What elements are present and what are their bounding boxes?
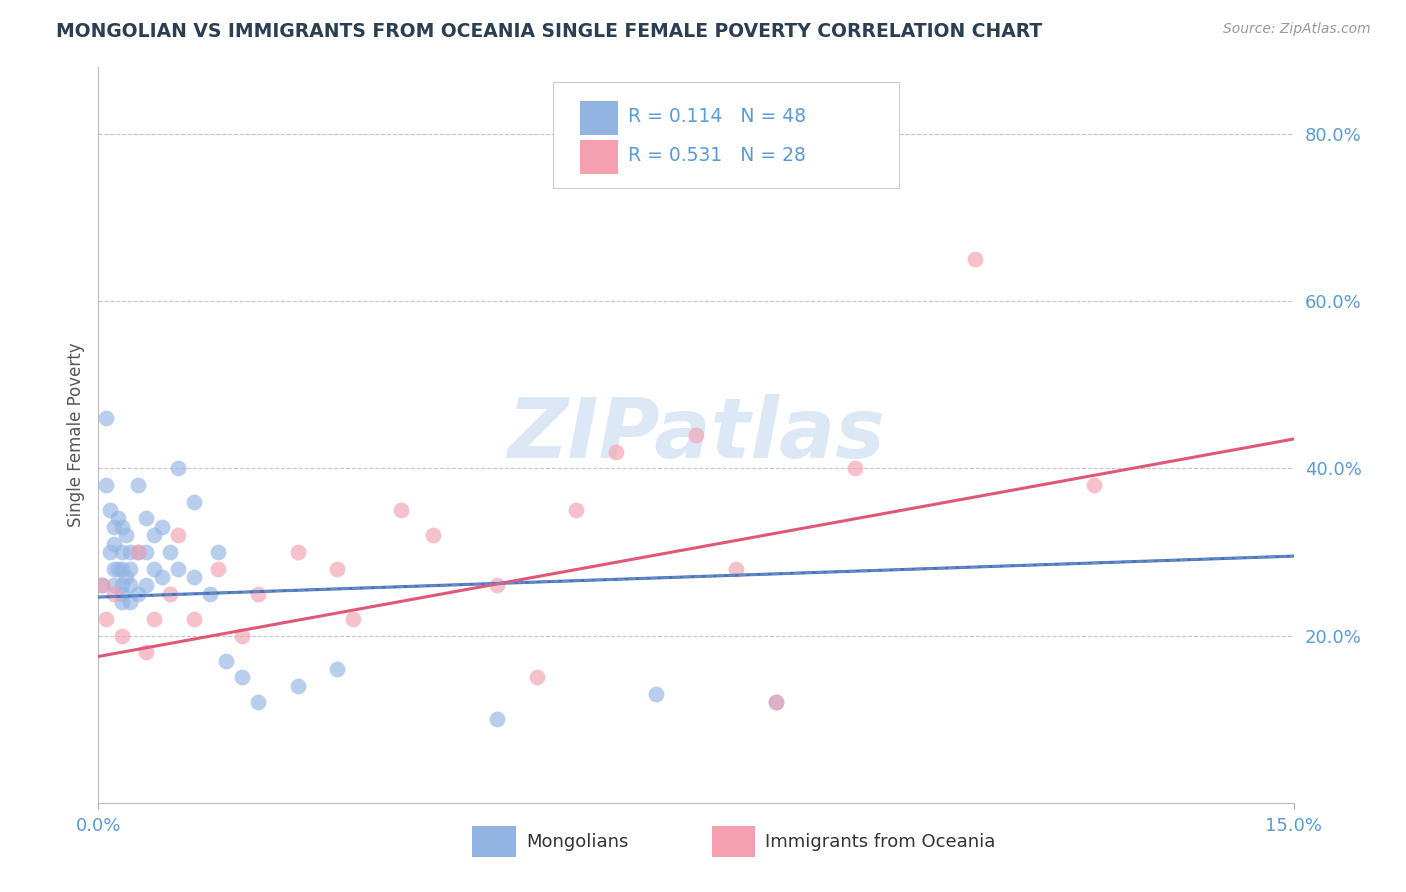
Text: ZIPatlas: ZIPatlas	[508, 394, 884, 475]
Text: MONGOLIAN VS IMMIGRANTS FROM OCEANIA SINGLE FEMALE POVERTY CORRELATION CHART: MONGOLIAN VS IMMIGRANTS FROM OCEANIA SIN…	[56, 22, 1042, 41]
Point	[342, 612, 364, 626]
Point	[96, 478, 118, 492]
Point	[287, 679, 309, 693]
Point	[96, 612, 118, 626]
FancyBboxPatch shape	[472, 826, 516, 857]
Text: Source: ZipAtlas.com: Source: ZipAtlas.com	[1223, 22, 1371, 37]
Text: R = 0.531   N = 28: R = 0.531 N = 28	[628, 146, 806, 165]
Point	[485, 578, 508, 592]
Point	[207, 545, 229, 559]
Point	[215, 654, 238, 668]
Point	[91, 578, 114, 592]
Point	[183, 612, 205, 626]
Point	[111, 587, 134, 601]
Point	[565, 503, 588, 517]
Point	[765, 696, 787, 710]
Point	[127, 545, 149, 559]
Point	[98, 545, 122, 559]
Point	[111, 595, 134, 609]
Point	[231, 628, 253, 642]
Point	[115, 570, 138, 584]
Point	[120, 595, 142, 609]
Text: Immigrants from Oceania: Immigrants from Oceania	[765, 833, 995, 851]
Point	[422, 528, 444, 542]
FancyBboxPatch shape	[711, 826, 755, 857]
Y-axis label: Single Female Poverty: Single Female Poverty	[67, 343, 86, 527]
Point	[724, 562, 747, 576]
Point	[98, 503, 122, 517]
Text: Mongolians: Mongolians	[526, 833, 628, 851]
Point	[103, 587, 125, 601]
Point	[246, 696, 269, 710]
Point	[120, 545, 142, 559]
Point	[103, 578, 125, 592]
Point	[91, 578, 114, 592]
FancyBboxPatch shape	[581, 140, 619, 174]
Point	[159, 545, 181, 559]
Point	[115, 528, 138, 542]
Point	[167, 562, 190, 576]
Point	[159, 587, 181, 601]
Point	[143, 612, 166, 626]
Point	[135, 578, 157, 592]
Text: R = 0.114   N = 48: R = 0.114 N = 48	[628, 107, 806, 127]
Point	[526, 670, 548, 684]
Point	[183, 570, 205, 584]
Point	[246, 587, 269, 601]
Point	[167, 461, 190, 475]
Point	[127, 587, 149, 601]
Point	[765, 696, 787, 710]
Point	[103, 536, 125, 550]
FancyBboxPatch shape	[553, 81, 900, 188]
Point	[207, 562, 229, 576]
Point	[1083, 478, 1105, 492]
Point	[107, 562, 129, 576]
Point	[96, 411, 118, 425]
Point	[485, 712, 508, 726]
Point	[150, 520, 173, 534]
Point	[645, 687, 668, 701]
Point	[685, 427, 707, 442]
Point	[111, 562, 134, 576]
Point	[326, 662, 349, 676]
Point	[326, 562, 349, 576]
Point	[198, 587, 221, 601]
Point	[135, 645, 157, 659]
Point	[143, 562, 166, 576]
Point	[135, 545, 157, 559]
Point	[120, 578, 142, 592]
Point	[143, 528, 166, 542]
Point	[167, 528, 190, 542]
Point	[183, 494, 205, 508]
Point	[120, 562, 142, 576]
Point	[844, 461, 866, 475]
Point	[103, 562, 125, 576]
Point	[963, 252, 986, 267]
Point	[231, 670, 253, 684]
Point	[111, 520, 134, 534]
Point	[111, 545, 134, 559]
Point	[135, 511, 157, 525]
FancyBboxPatch shape	[581, 101, 619, 135]
Point	[127, 478, 149, 492]
Point	[150, 570, 173, 584]
Point	[127, 545, 149, 559]
Point	[605, 444, 627, 458]
Point	[287, 545, 309, 559]
Point	[389, 503, 412, 517]
Point	[107, 511, 129, 525]
Point	[103, 520, 125, 534]
Point	[111, 628, 134, 642]
Point	[111, 578, 134, 592]
